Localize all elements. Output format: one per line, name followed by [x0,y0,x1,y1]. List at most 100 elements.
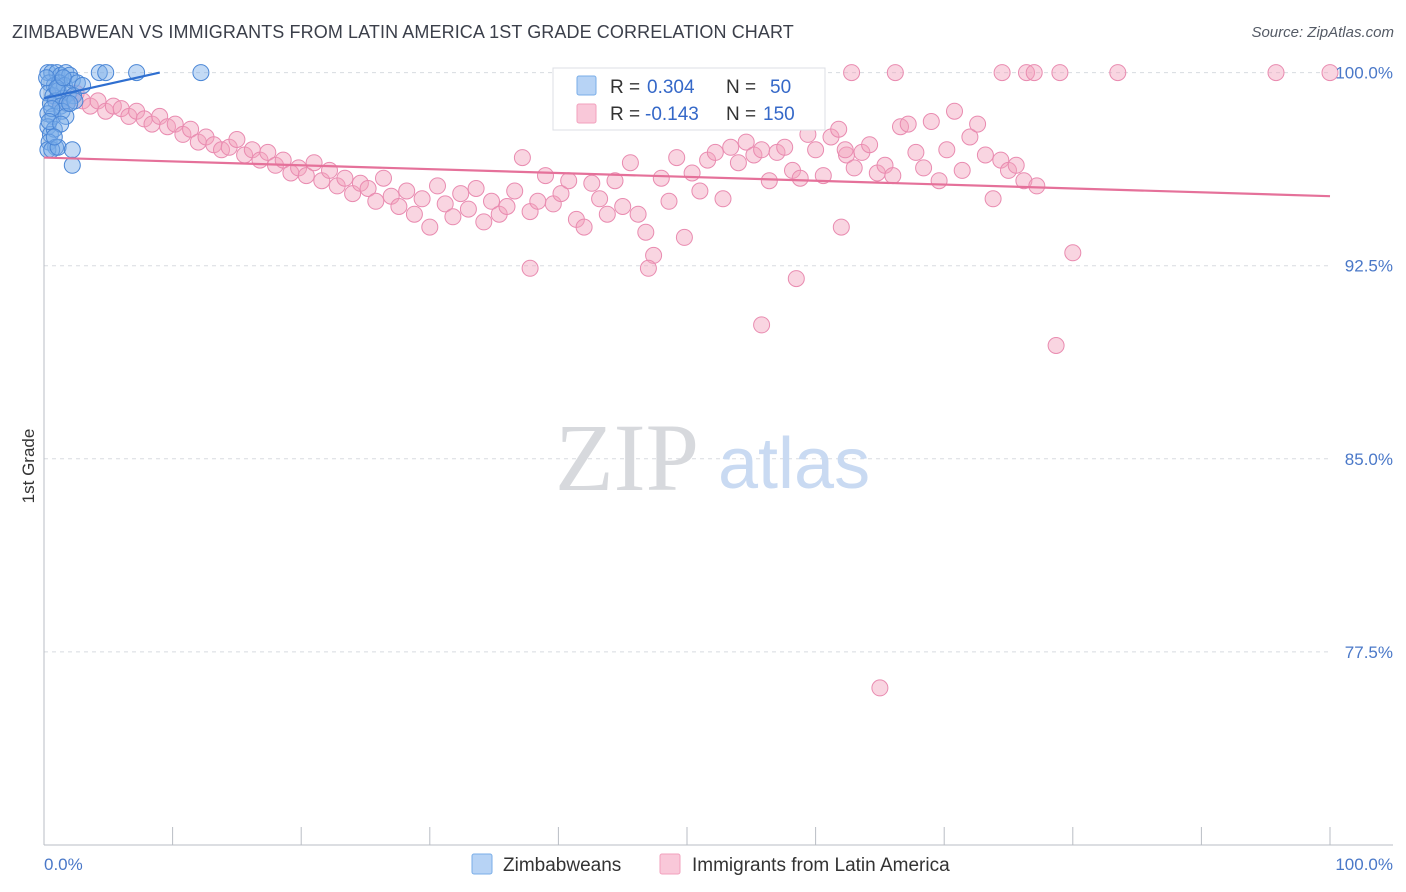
point-latin-america [787,270,805,288]
point-latin-america [1109,64,1127,82]
point-latin-america [1025,64,1043,82]
point-latin-america [1007,156,1025,174]
point-latin-america [297,167,315,185]
point-latin-america [621,154,639,172]
point-latin-america [953,161,971,179]
point-latin-america [498,198,516,215]
point-latin-america [182,120,200,138]
point-latin-america [421,218,439,236]
point-latin-america [938,141,956,159]
point-latin-america [583,174,601,192]
x-tick-label-end: 100.0% [1335,855,1393,874]
stats-n-value: 50 [770,77,791,98]
point-zimbabweans [66,92,84,110]
point-latin-america [552,185,570,203]
point-latin-america [390,198,408,215]
point-latin-america [1321,64,1339,82]
point-latin-america [1015,172,1033,190]
stats-r-value: -0.143 [645,104,699,125]
point-latin-america [1064,244,1082,262]
trend-line-latin-america [43,156,1331,198]
watermark-atlas: atlas [718,424,870,504]
stats-n-label: N = [726,77,756,98]
y-tick-label: 85.0% [1345,450,1393,469]
point-latin-america [429,177,446,195]
point-latin-america [637,223,655,241]
legend-label-latin-america: Immigrants from Latin America [692,855,950,876]
point-latin-america [444,208,462,226]
point-latin-america [1267,64,1285,82]
point-latin-america [753,141,771,159]
point-latin-america [529,192,547,210]
point-latin-america [861,136,879,154]
stats-swatch-pink [576,103,597,124]
watermark: ZIP atlas [555,404,870,511]
grid-lines [44,72,1330,653]
y-axis-title: 1st Grade [19,429,38,504]
point-latin-america [413,190,431,208]
stats-n-value: 150 [763,104,795,125]
point-latin-america [606,172,624,190]
source-label: Source: ZipAtlas.com [1251,24,1394,41]
point-latin-america [915,159,933,177]
trend-line-zimbabweans [43,71,160,100]
legend-label-zimbabweans: Zimbabweans [503,855,621,876]
point-latin-america [830,120,848,138]
point-latin-america [706,143,724,161]
axes [43,70,1393,846]
point-latin-america [722,138,740,156]
point-latin-america [683,164,701,182]
point-latin-america [871,679,889,697]
x-tick-label-start: 0.0% [44,855,83,874]
point-latin-america [675,228,693,246]
point-latin-america [452,185,470,203]
point-latin-america [645,246,663,264]
point-latin-america [776,138,794,156]
point-latin-america [845,159,863,177]
point-latin-america [729,154,747,172]
point-latin-america [591,190,609,208]
point-latin-america [475,213,493,231]
point-latin-america [843,64,861,82]
chart-title: ZIMBABWEAN VS IMMIGRANTS FROM LATIN AMER… [12,22,794,42]
point-latin-america [791,169,809,187]
y-tick-label: 92.5% [1345,257,1393,276]
point-zimbabweans [45,128,63,146]
stats-swatch-blue [576,75,597,96]
data-points [38,64,1339,697]
y-tick-label: 77.5% [1345,643,1393,662]
point-zimbabweans [43,100,61,118]
point-latin-america [359,180,377,197]
legend: Zimbabweans Immigrants from Latin Americ… [471,853,950,876]
point-latin-america [1028,177,1046,195]
point-latin-america [807,141,825,159]
point-latin-america [483,192,500,210]
point-zimbabweans [97,64,115,82]
legend-swatch-latin-america [659,853,681,875]
point-latin-america [976,146,994,164]
point-latin-america [668,149,686,167]
point-latin-america [714,190,732,208]
point-latin-america [513,149,531,167]
point-latin-america [660,192,678,210]
point-latin-america [639,259,657,277]
point-zimbabweans [192,64,210,82]
stats-r-label: R = [610,104,640,125]
x-tick-labels: 0.0% 100.0% [44,855,1393,874]
point-latin-america [961,128,979,146]
point-latin-america [305,154,323,172]
point-latin-america [259,143,277,161]
point-latin-america [1051,64,1069,82]
point-latin-america [436,195,454,213]
point-latin-america [884,167,902,185]
point-latin-america [375,169,392,187]
point-latin-america [691,182,709,200]
point-latin-america [899,115,917,133]
point-latin-america [969,115,987,133]
watermark-zip: ZIP [555,404,699,511]
point-zimbabweans [38,69,56,87]
point-latin-america [521,259,539,277]
point-latin-america [459,200,477,218]
stats-r-label: R = [610,77,640,98]
